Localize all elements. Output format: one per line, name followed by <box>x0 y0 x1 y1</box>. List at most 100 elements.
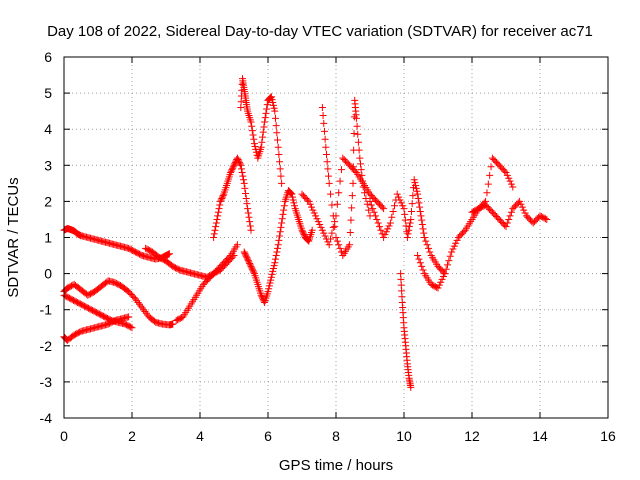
data-point <box>278 219 286 227</box>
data-point <box>437 278 445 286</box>
data-point <box>452 239 460 247</box>
x-tick-label: 16 <box>600 428 616 444</box>
data-point <box>371 212 379 220</box>
data-point <box>378 203 386 211</box>
data-point <box>269 267 277 275</box>
data-point <box>318 226 326 234</box>
data-point <box>300 231 308 239</box>
data-point <box>242 195 250 203</box>
data-point <box>237 161 245 169</box>
data-point <box>269 265 277 273</box>
data-point <box>241 249 249 257</box>
data-point <box>265 285 273 293</box>
data-point <box>212 219 220 227</box>
data-point <box>278 215 286 223</box>
data-point <box>419 225 427 233</box>
data-point <box>327 235 335 243</box>
data-point <box>483 189 491 197</box>
data-point <box>236 160 244 168</box>
data-point <box>385 222 393 230</box>
data-point <box>276 165 284 173</box>
data-point <box>241 184 249 192</box>
data-point <box>329 212 337 220</box>
data-point <box>376 223 384 231</box>
data-point <box>355 146 363 154</box>
data-point <box>350 130 358 138</box>
data-point <box>393 190 401 198</box>
data-point <box>270 104 278 112</box>
data-point <box>306 200 314 208</box>
data-point <box>435 281 443 289</box>
data-point <box>520 206 528 214</box>
data-point <box>501 167 509 175</box>
data-point <box>263 101 271 109</box>
data-point <box>272 122 280 130</box>
data-point <box>417 212 425 220</box>
data-point <box>278 179 286 187</box>
data-point <box>389 208 397 216</box>
data-point <box>127 323 135 331</box>
data-point <box>137 302 145 310</box>
data-point <box>405 226 413 234</box>
data-point <box>399 202 407 210</box>
data-point <box>244 205 252 213</box>
data-point <box>352 114 360 122</box>
data-point <box>268 96 276 104</box>
data-point <box>397 199 405 207</box>
data-point <box>233 241 241 249</box>
data-point <box>412 184 420 192</box>
data-point <box>273 129 281 137</box>
data-point <box>420 229 428 237</box>
data-point <box>448 248 456 256</box>
data-point <box>235 158 243 166</box>
plot-frame <box>63 56 609 419</box>
data-point <box>299 228 307 236</box>
data-point <box>244 209 252 217</box>
data-point <box>442 265 450 273</box>
data-point <box>486 171 494 179</box>
data-point <box>320 119 328 127</box>
data-point <box>354 130 362 138</box>
data-point <box>434 284 442 292</box>
data-point <box>348 192 356 200</box>
data-point <box>400 205 408 213</box>
data-point <box>273 248 281 256</box>
chart-title: Day 108 of 2022, Sidereal Day-to-day VTE… <box>47 23 593 40</box>
data-point <box>366 197 374 205</box>
data-point <box>406 219 414 227</box>
data-point <box>216 201 224 209</box>
data-point <box>259 133 267 141</box>
data-point <box>267 273 275 281</box>
data-point <box>505 215 513 223</box>
data-point <box>441 270 449 278</box>
data-point <box>418 216 426 224</box>
data-point <box>142 309 150 317</box>
data-point <box>401 216 409 224</box>
x-axis-label: GPS time / hours <box>279 457 393 474</box>
data-point <box>233 154 241 162</box>
data-point <box>289 196 297 204</box>
data-point <box>229 164 237 172</box>
y-tick-label: -2 <box>40 338 53 354</box>
data-point <box>401 210 409 218</box>
data-point <box>449 245 457 253</box>
data-point <box>288 190 296 198</box>
data-point <box>416 208 424 216</box>
data-point <box>309 206 317 214</box>
y-tick-label: 5 <box>44 85 52 101</box>
x-tick-label: 4 <box>196 428 204 444</box>
data-point <box>128 324 136 332</box>
data-point <box>212 223 220 231</box>
data-point <box>225 253 233 261</box>
data-point <box>240 179 248 187</box>
data-point <box>239 172 247 180</box>
data-point <box>243 200 251 208</box>
data-point <box>244 255 252 263</box>
data-point <box>410 176 418 184</box>
data-point <box>332 234 340 241</box>
data-point <box>386 219 394 227</box>
data-point <box>325 241 333 249</box>
data-point <box>328 229 336 237</box>
data-point <box>362 195 370 203</box>
